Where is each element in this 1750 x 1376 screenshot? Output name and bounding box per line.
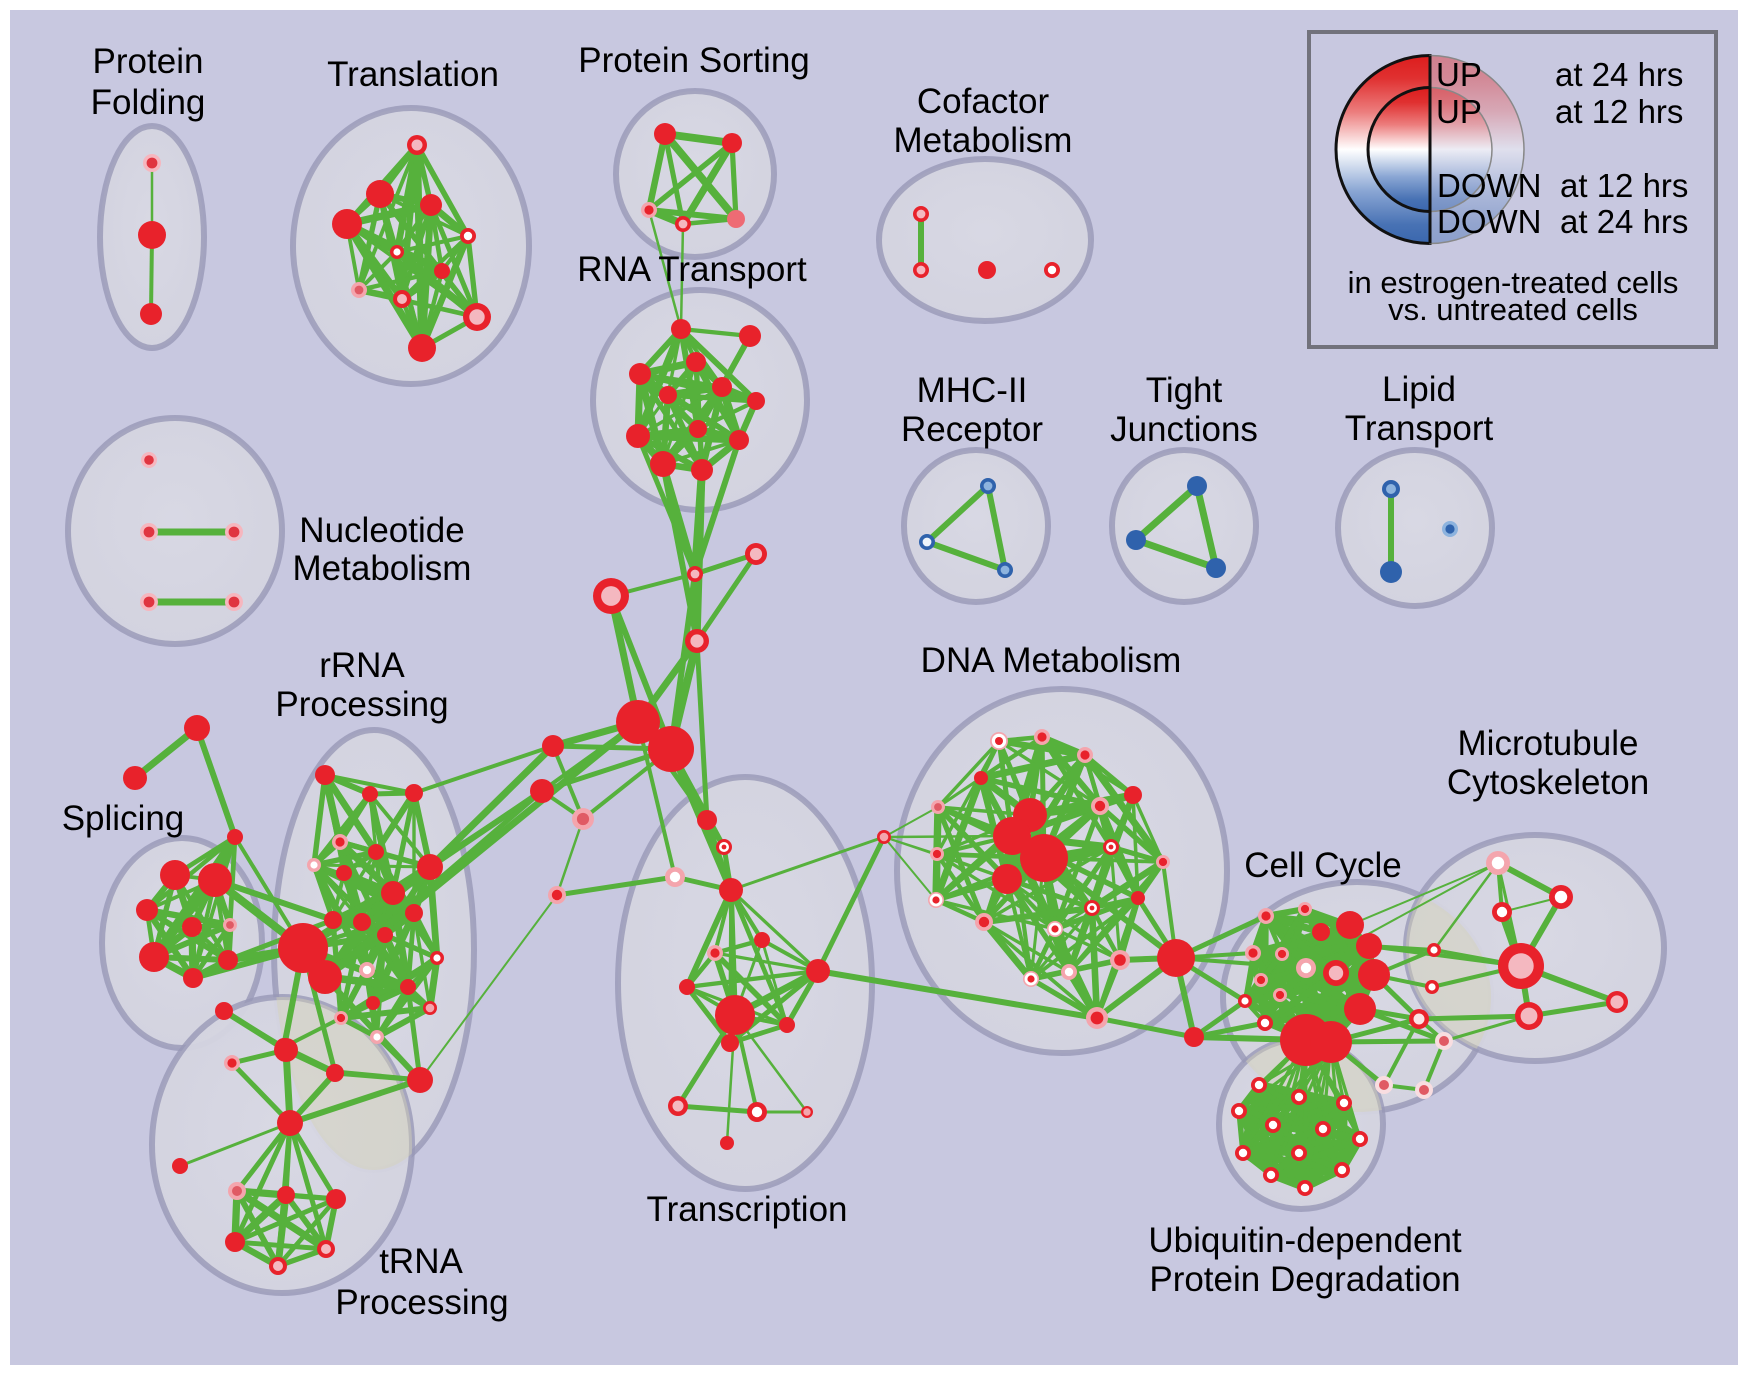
svg-text:MHC-II: MHC-II [917,371,1028,410]
svg-text:Cell Cycle: Cell Cycle [1244,846,1402,885]
svg-text:Lipid: Lipid [1382,370,1456,409]
svg-text:at 12 hrs: at 12 hrs [1555,93,1683,130]
svg-text:Transcription: Transcription [647,1190,848,1229]
svg-text:tRNA: tRNA [379,1242,463,1281]
svg-text:Processing: Processing [335,1283,508,1322]
svg-text:Cofactor: Cofactor [917,82,1050,121]
svg-text:Junctions: Junctions [1110,410,1258,449]
svg-text:RNA Transport: RNA Transport [577,250,807,289]
svg-text:Nucleotide: Nucleotide [299,511,464,550]
svg-text:at 12 hrs: at 12 hrs [1560,167,1688,204]
svg-text:Protein Degradation: Protein Degradation [1149,1260,1460,1299]
svg-text:DOWN: DOWN [1437,167,1541,204]
svg-text:UP: UP [1436,56,1482,93]
svg-text:vs. untreated cells: vs. untreated cells [1388,292,1638,327]
svg-text:Microtubule: Microtubule [1458,724,1639,763]
svg-text:DOWN: DOWN [1437,203,1541,240]
svg-text:rRNA: rRNA [319,646,405,685]
svg-text:Ubiquitin-dependent: Ubiquitin-dependent [1148,1221,1462,1260]
svg-text:UP: UP [1436,93,1482,130]
svg-text:at 24 hrs: at 24 hrs [1555,56,1683,93]
svg-text:Folding: Folding [91,83,206,122]
svg-text:Metabolism: Metabolism [293,549,472,588]
svg-text:in estrogen-treated cells: in estrogen-treated cells [1348,265,1679,300]
svg-text:Protein Sorting: Protein Sorting [578,41,810,80]
svg-text:Receptor: Receptor [901,410,1043,449]
svg-text:Processing: Processing [275,685,448,724]
svg-text:Protein: Protein [93,42,204,81]
svg-text:DNA Metabolism: DNA Metabolism [921,641,1182,680]
svg-text:Cytoskeleton: Cytoskeleton [1447,763,1649,802]
svg-text:Translation: Translation [327,55,499,94]
svg-text:at 24 hrs: at 24 hrs [1560,203,1688,240]
svg-text:Splicing: Splicing [62,799,185,838]
svg-text:Metabolism: Metabolism [894,121,1073,160]
svg-text:Tight: Tight [1146,371,1223,410]
svg-text:Transport: Transport [1345,409,1494,448]
